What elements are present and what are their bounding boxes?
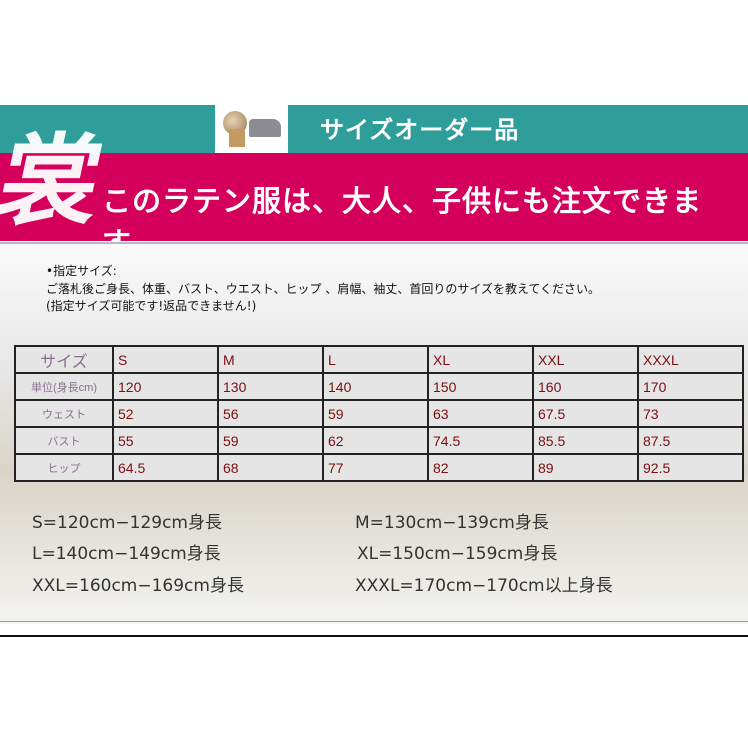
table-cell: 56 — [217, 399, 324, 428]
table-row: 単位(身長cm) 120 130 140 150 160 170 — [14, 372, 744, 401]
table-cell: 52 — [112, 399, 219, 428]
divider — [0, 621, 748, 622]
table-cell: 85.5 — [532, 426, 639, 455]
table-cell: 87.5 — [637, 426, 744, 455]
table-row: バスト 55 59 62 74.5 85.5 87.5 — [14, 426, 744, 455]
row-label: ヒップ — [14, 453, 114, 482]
table-cell: 63 — [427, 399, 534, 428]
note-body: ご落札後ご身長、体重、バスト、ウエスト、ヒップ 、肩幅、袖丈、首回りのサイズを教… — [46, 282, 601, 296]
table-cell: 92.5 — [637, 453, 744, 482]
table-cell: 77 — [322, 453, 429, 482]
table-cell: 59 — [217, 426, 324, 455]
size-guide-xl: XL=150cm−159cm身長 — [357, 544, 558, 564]
row-label: ウェスト — [14, 399, 114, 428]
table-cell: 62 — [322, 426, 429, 455]
table-cell: 73 — [637, 399, 744, 428]
product-image — [215, 105, 288, 153]
header-cell: M — [217, 345, 324, 374]
table-cell: 120 — [112, 372, 219, 401]
header-cell: XL — [427, 345, 534, 374]
size-guide-l: L=140cm−149cm身長 — [32, 544, 221, 564]
table-cell: 55 — [112, 426, 219, 455]
row-label: 単位(身長cm) — [14, 372, 114, 401]
banner-title: サイズオーダー品 — [320, 116, 520, 144]
size-guide-xxl: XXL=160cm−169cm身長 — [32, 576, 244, 596]
title-band — [0, 105, 748, 153]
table-row: ウェスト 52 56 59 63 67.5 73 — [14, 399, 744, 428]
header-cell: S — [112, 345, 219, 374]
size-guide-m: M=130cm−139cm身長 — [355, 513, 549, 533]
table-cell: 74.5 — [427, 426, 534, 455]
note-heading: •指定サイズ: — [46, 264, 117, 278]
table-row: ヒップ 64.5 68 77 82 89 92.5 — [14, 453, 744, 482]
table-cell: 89 — [532, 453, 639, 482]
table-cell: 64.5 — [112, 453, 219, 482]
table-cell: 140 — [322, 372, 429, 401]
header-label: サイズ — [14, 345, 114, 374]
size-guide-xxxl: XXXL=170cm−170cm以上身長 — [355, 576, 613, 596]
table-cell: 150 — [427, 372, 534, 401]
table-cell: 170 — [637, 372, 744, 401]
table-cell: 82 — [427, 453, 534, 482]
header-cell: XXL — [532, 345, 639, 374]
row-label: バスト — [14, 426, 114, 455]
table-cell: 59 — [322, 399, 429, 428]
table-cell: 160 — [532, 372, 639, 401]
divider — [0, 635, 748, 637]
subtitle-band — [0, 153, 748, 241]
table-cell: 130 — [217, 372, 324, 401]
table-cell: 68 — [217, 453, 324, 482]
table-header-row: サイズ S M L XL XXL XXXL — [14, 345, 744, 374]
table-cell: 67.5 — [532, 399, 639, 428]
header-cell: L — [322, 345, 429, 374]
header-cell: XXXL — [637, 345, 744, 374]
size-guide-s: S=120cm−129cm身長 — [32, 513, 222, 533]
note-disclaimer: (指定サイズ可能です!返品できません!) — [46, 299, 257, 313]
size-table: サイズ S M L XL XXL XXXL 単位(身長cm) 120 130 140 150 160 17… — [14, 345, 744, 482]
banner-subtitle: このラテン服は、大人、子供にも注文できます。 — [102, 184, 703, 260]
divider — [0, 242, 748, 244]
